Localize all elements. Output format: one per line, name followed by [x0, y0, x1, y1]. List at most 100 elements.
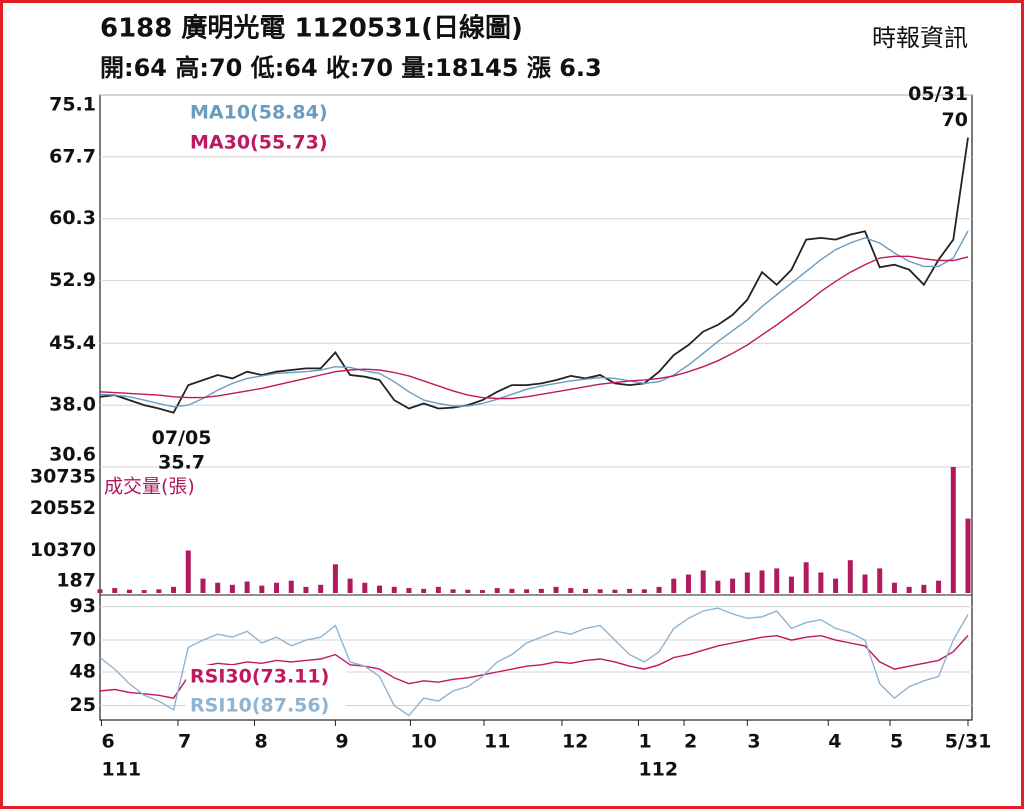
annotation-price: 35.7 [158, 452, 205, 474]
series-line [99, 634, 969, 699]
legend-label: RSI30(73.11) [190, 666, 329, 688]
volume-bar [97, 589, 103, 593]
x-tick-label: 4 [828, 731, 841, 753]
volume-bar [671, 578, 677, 593]
volume-bar [759, 570, 765, 593]
volume-bar [877, 568, 883, 593]
y-tick-label: 45.4 [49, 332, 96, 354]
y-tick-label: 20552 [30, 497, 96, 519]
volume-bar [215, 582, 221, 593]
x-year-label: 112 [638, 759, 678, 781]
x-tick-label: 2 [684, 731, 697, 753]
volume-bar [862, 574, 868, 593]
volume-bar [509, 588, 515, 593]
annotation-price: 70 [942, 109, 968, 131]
volume-bar [421, 588, 427, 593]
x-tick-label: 11 [484, 731, 510, 753]
x-tick-label: 5/31 [945, 731, 992, 753]
x-tick-label: 3 [747, 731, 760, 753]
volume-bar [906, 586, 912, 593]
x-tick-label: 6 [101, 731, 114, 753]
volume-bar [377, 585, 383, 593]
volume-bar [965, 518, 971, 593]
volume-bar [112, 588, 118, 593]
volume-bar [229, 584, 235, 593]
volume-bar [391, 586, 397, 593]
volume-bar [730, 578, 736, 593]
y-tick-label: 67.7 [49, 145, 96, 167]
x-year-label: 111 [101, 759, 141, 781]
panel-title: 成交量(張) [104, 476, 195, 498]
volume-bar [597, 589, 603, 593]
volume-bar [524, 589, 530, 593]
volume-bar [494, 588, 500, 593]
volume-bar [274, 582, 280, 593]
volume-bar [480, 590, 486, 593]
volume-bar [156, 589, 162, 593]
volume-bar [362, 582, 368, 593]
volume-bar [450, 589, 456, 593]
volume-bar [950, 467, 956, 593]
x-tick-label: 12 [562, 731, 588, 753]
volume-bar [715, 580, 721, 593]
volume-bar [612, 589, 618, 593]
annotation-date: 05/31 [908, 83, 968, 105]
legend-box [186, 665, 346, 689]
y-tick-label: 30.6 [49, 444, 96, 466]
volume-bar [318, 584, 324, 593]
volume-bar [347, 578, 353, 593]
legend-box [186, 101, 346, 125]
volume-bar [406, 588, 412, 593]
x-tick-label: 7 [178, 731, 191, 753]
y-tick-label: 75.1 [49, 94, 96, 116]
subtitle: 開:64 高:70 低:64 收:70 量:18145 漲 6.3 [100, 54, 602, 82]
volume-bar [288, 580, 294, 593]
volume-bar [582, 588, 588, 593]
series-line [99, 137, 969, 414]
y-tick-label: 25 [70, 694, 96, 716]
volume-bar [435, 586, 441, 593]
y-tick-label: 93 [70, 595, 96, 617]
y-tick-label: 30735 [30, 466, 96, 488]
series-line [99, 607, 969, 717]
volume-bar [627, 588, 633, 593]
x-tick-label: 8 [254, 731, 267, 753]
volume-bar [803, 562, 809, 593]
x-tick-label: 10 [410, 731, 436, 753]
legend-label: MA30(55.73) [190, 132, 328, 154]
x-tick-label: 9 [335, 731, 348, 753]
volume-bar [126, 589, 132, 593]
volume-bar [656, 586, 662, 593]
legend-label: RSI10(87.56) [190, 695, 329, 717]
y-tick-label: 38.0 [49, 394, 96, 416]
volume-bar [833, 578, 839, 593]
legend-label: MA10(58.84) [190, 102, 328, 124]
legend-box [186, 131, 346, 155]
volume-bar [171, 586, 177, 593]
series-line [99, 230, 969, 408]
volume-bar [921, 584, 927, 593]
volume-bar [936, 580, 942, 593]
volume-bar [200, 578, 206, 593]
volume-bar [774, 568, 780, 593]
x-tick-label: 5 [890, 731, 903, 753]
volume-bar [847, 560, 853, 593]
volume-bar [685, 574, 691, 593]
y-tick-label: 70 [70, 629, 96, 651]
volume-bar [818, 572, 824, 593]
source: 時報資訊 [872, 24, 968, 52]
y-tick-label: 10370 [30, 539, 96, 561]
y-tick-label: 60.3 [49, 207, 96, 229]
y-tick-label: 187 [56, 570, 96, 592]
y-tick-label: 52.9 [49, 269, 96, 291]
x-tick-label: 1 [638, 731, 651, 753]
volume-bar [700, 570, 706, 593]
volume-bar [244, 581, 250, 593]
volume-bar [303, 586, 309, 593]
volume-bar [568, 588, 574, 593]
volume-bar [641, 589, 647, 593]
chart-title: 6188 廣明光電 1120531(日線圖) [100, 13, 523, 44]
